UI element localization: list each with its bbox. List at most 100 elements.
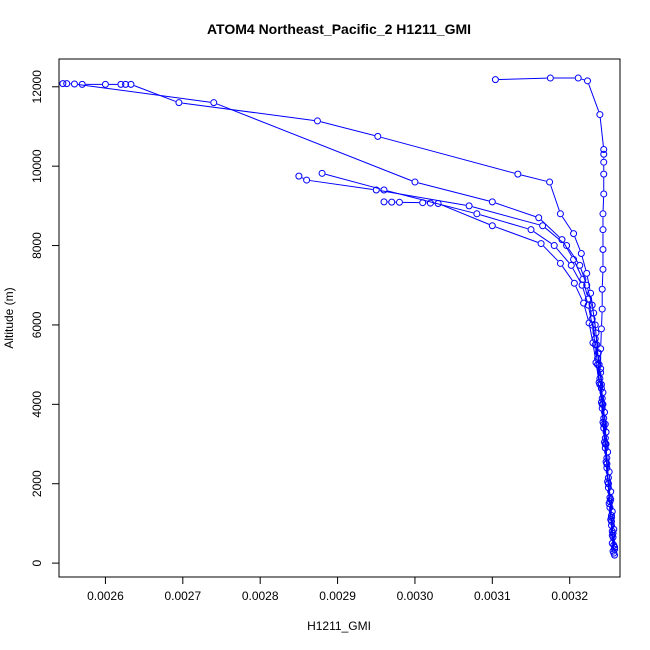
x-tick-label: 0.0026 [87,589,124,603]
series-2-segment [588,308,592,322]
series-1-point [295,172,303,180]
series-4-segment [606,461,609,475]
series-6-point [600,170,608,178]
series-4-segment [574,262,582,277]
x-tick-label: 0.0028 [242,589,279,603]
series-5-segment [561,216,573,232]
x-tick-label: 0.0027 [164,589,201,603]
series-3-point [380,198,388,206]
series-6-point [598,305,606,313]
series-4-point [558,236,566,244]
y-tick-label: 2000 [30,470,44,497]
series-6-point [600,146,608,154]
series-5-point [602,428,610,436]
series-6-point [600,150,608,158]
series-2-segment [582,288,588,302]
series-6-segment [601,312,603,326]
series-3-point [592,359,600,367]
series-2-point [380,186,388,194]
series-1-segment [596,348,600,362]
series-3-point [607,517,615,525]
series-3-segment [589,326,593,340]
series-5-point [175,99,183,107]
series-6-segment [588,83,600,112]
series-1-segment [310,180,373,190]
series-2-point [567,261,575,269]
series-3-point [434,199,442,207]
y-tick-label: 0 [30,559,44,566]
series-4-segment [608,481,611,495]
series-2-segment [556,247,570,264]
series-2-segment [387,190,474,214]
x-tick-label: 0.0031 [474,589,511,603]
series-5-segment [521,174,547,182]
series-4-segment [495,202,536,218]
series-5-point [556,210,564,218]
series-2-point [550,242,558,250]
series-5-point [583,269,591,277]
series-3-point [556,259,564,267]
series-5-point [122,80,130,88]
series-1-segment [580,268,587,283]
series-6-segment [601,411,604,425]
series-6-segment [603,431,606,445]
series-5-point [601,408,609,416]
series-6-segment [599,117,604,147]
series-6-point [604,484,612,492]
series-5-point [605,468,613,476]
series-5-point [599,388,607,396]
series-6-point [600,190,608,198]
series-4-point [59,80,67,88]
series-5-segment [574,236,581,251]
series-6-point [491,76,499,84]
series-6-point [600,424,608,432]
x-tick-label: 0.0030 [397,589,434,603]
series-5-point [594,349,602,357]
series-4-point [488,198,496,206]
x-tick-label: 0.0032 [551,589,588,603]
series-4-point [210,99,218,107]
series-4-segment [609,501,612,515]
series-3-point [395,198,403,206]
series-2-segment [480,214,528,230]
series-1-segment [604,427,607,441]
series-2-segment [533,231,552,244]
y-tick-label: 8000 [30,232,44,259]
series-5-segment [550,185,560,211]
series-4-point [570,255,578,263]
series-4-point [70,80,78,88]
series-3-point [388,198,396,206]
series-3-point [488,222,496,230]
series-2-point [527,226,535,234]
series-5-point [592,329,600,337]
series-5-point [611,543,619,551]
series-3-segment [562,265,573,281]
y-axis-label: Altitude (m) [2,287,16,348]
series-3-point [580,299,588,307]
series-5-point [313,117,321,125]
series-4-segment [592,322,596,336]
series-5-point [604,448,612,456]
series-3-point [570,279,578,287]
series-6-point [596,111,604,119]
series-1-segment [472,206,540,226]
series-5-point [587,289,595,297]
series-4-point [535,214,543,222]
series-5-point [514,170,522,178]
series-1-point [539,222,547,230]
series-6-segment [605,451,608,465]
series-1-point [591,321,599,329]
series-6-point [597,325,605,333]
series-5-point [577,249,585,257]
series-6-segment [601,272,604,286]
series-4-point [611,545,619,553]
series-3-segment [543,245,559,262]
series-6-segment [600,332,602,346]
series-6-segment [581,78,585,81]
y-tick-label: 12000 [30,70,44,104]
x-axis-label: H1211_GMI [307,619,371,633]
series-6-point [600,158,608,166]
series-5-segment [182,102,315,121]
series-1-point [303,176,311,184]
